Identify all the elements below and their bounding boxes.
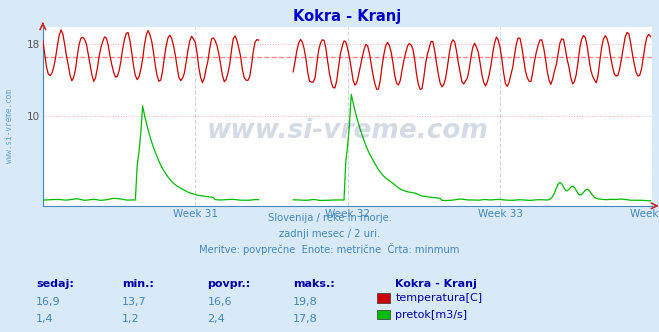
Text: www.si-vreme.com: www.si-vreme.com [207, 118, 488, 143]
Text: 16,9: 16,9 [36, 297, 61, 307]
Text: 1,4: 1,4 [36, 314, 54, 324]
Text: povpr.:: povpr.: [208, 279, 251, 289]
Text: maks.:: maks.: [293, 279, 335, 289]
Text: 16,6: 16,6 [208, 297, 232, 307]
Text: 1,2: 1,2 [122, 314, 140, 324]
Text: temperatura[C]: temperatura[C] [395, 293, 482, 303]
Text: pretok[m3/s]: pretok[m3/s] [395, 310, 467, 320]
Text: 13,7: 13,7 [122, 297, 146, 307]
Text: zadnji mesec / 2 uri.: zadnji mesec / 2 uri. [279, 229, 380, 239]
Text: www.si-vreme.com: www.si-vreme.com [5, 89, 14, 163]
Text: 19,8: 19,8 [293, 297, 318, 307]
Text: sedaj:: sedaj: [36, 279, 74, 289]
Title: Kokra - Kranj: Kokra - Kranj [293, 9, 402, 24]
Text: Kokra - Kranj: Kokra - Kranj [395, 279, 477, 289]
Text: Slovenija / reke in morje.: Slovenija / reke in morje. [268, 213, 391, 223]
Text: min.:: min.: [122, 279, 154, 289]
Text: 17,8: 17,8 [293, 314, 318, 324]
Text: 2,4: 2,4 [208, 314, 225, 324]
Text: Meritve: povprečne  Enote: metrične  Črta: minmum: Meritve: povprečne Enote: metrične Črta:… [199, 243, 460, 255]
